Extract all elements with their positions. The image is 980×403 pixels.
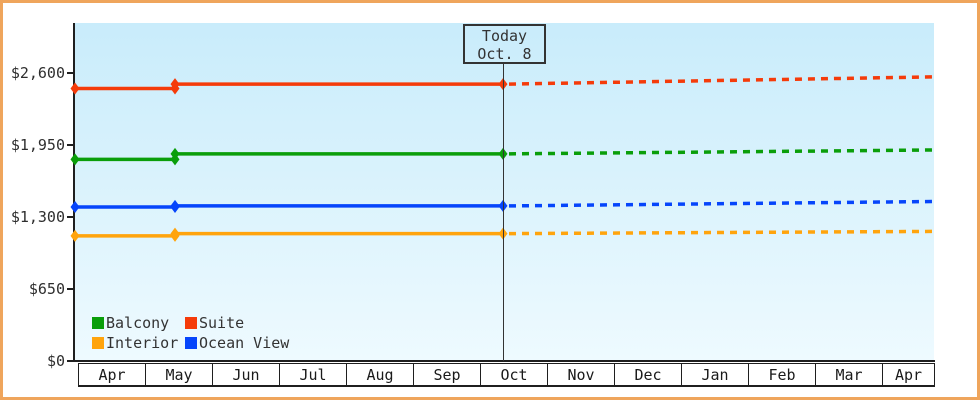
y-tick-mark bbox=[67, 216, 74, 218]
legend-item-interior: Interior bbox=[92, 334, 179, 352]
month-cell-feb: Feb bbox=[749, 364, 816, 385]
legend-item-suite: Suite bbox=[185, 314, 245, 332]
y-tick-label: $1,950 bbox=[10, 136, 65, 154]
y-tick-label: $650 bbox=[28, 280, 65, 298]
legend-label-suite: Suite bbox=[199, 314, 245, 332]
y-tick-label: $2,600 bbox=[10, 64, 65, 82]
month-axis-row: Apr May Jun Jul Aug Sep Oct Nov Dec Jan Feb Mar Apr bbox=[78, 363, 935, 387]
legend-swatch-ocean-view bbox=[185, 337, 197, 349]
y-tick-mark bbox=[67, 144, 74, 146]
month-cell-nov: Nov bbox=[548, 364, 615, 385]
month-cell-dec: Dec bbox=[615, 364, 682, 385]
y-tick-label: $1,300 bbox=[10, 208, 65, 226]
today-vertical-line bbox=[503, 63, 504, 361]
month-cell-jan: Jan bbox=[682, 364, 749, 385]
legend-swatch-suite bbox=[185, 317, 197, 329]
legend-swatch-balcony bbox=[92, 317, 104, 329]
y-axis-line bbox=[73, 23, 75, 362]
y-tick-mark bbox=[67, 360, 74, 362]
x-axis-line bbox=[73, 360, 935, 362]
legend-item-ocean-view: Ocean View bbox=[185, 334, 290, 352]
month-cell-apr: Apr bbox=[79, 364, 146, 385]
legend-item-balcony: Balcony bbox=[92, 314, 170, 332]
today-label-line1: Today bbox=[481, 27, 528, 45]
month-cell-jul: Jul bbox=[280, 364, 347, 385]
today-label-line2: Oct. 8 bbox=[477, 45, 532, 63]
month-cell-apr: Apr bbox=[883, 364, 934, 385]
month-cell-oct: Oct bbox=[481, 364, 548, 385]
legend-label-interior: Interior bbox=[106, 334, 179, 352]
month-cell-jun: Jun bbox=[213, 364, 280, 385]
y-tick-label: $0 bbox=[46, 352, 65, 370]
month-cell-mar: Mar bbox=[816, 364, 883, 385]
month-cell-may: May bbox=[146, 364, 213, 385]
y-tick-mark bbox=[67, 72, 74, 74]
legend-swatch-interior bbox=[92, 337, 104, 349]
plot-area bbox=[75, 23, 934, 361]
legend-label-ocean-view: Ocean View bbox=[199, 334, 290, 352]
month-cell-sep: Sep bbox=[414, 364, 481, 385]
month-cell-aug: Aug bbox=[347, 364, 414, 385]
y-tick-mark bbox=[67, 288, 74, 290]
today-label-box: Today Oct. 8 bbox=[463, 24, 546, 64]
legend-label-balcony: Balcony bbox=[106, 314, 170, 332]
